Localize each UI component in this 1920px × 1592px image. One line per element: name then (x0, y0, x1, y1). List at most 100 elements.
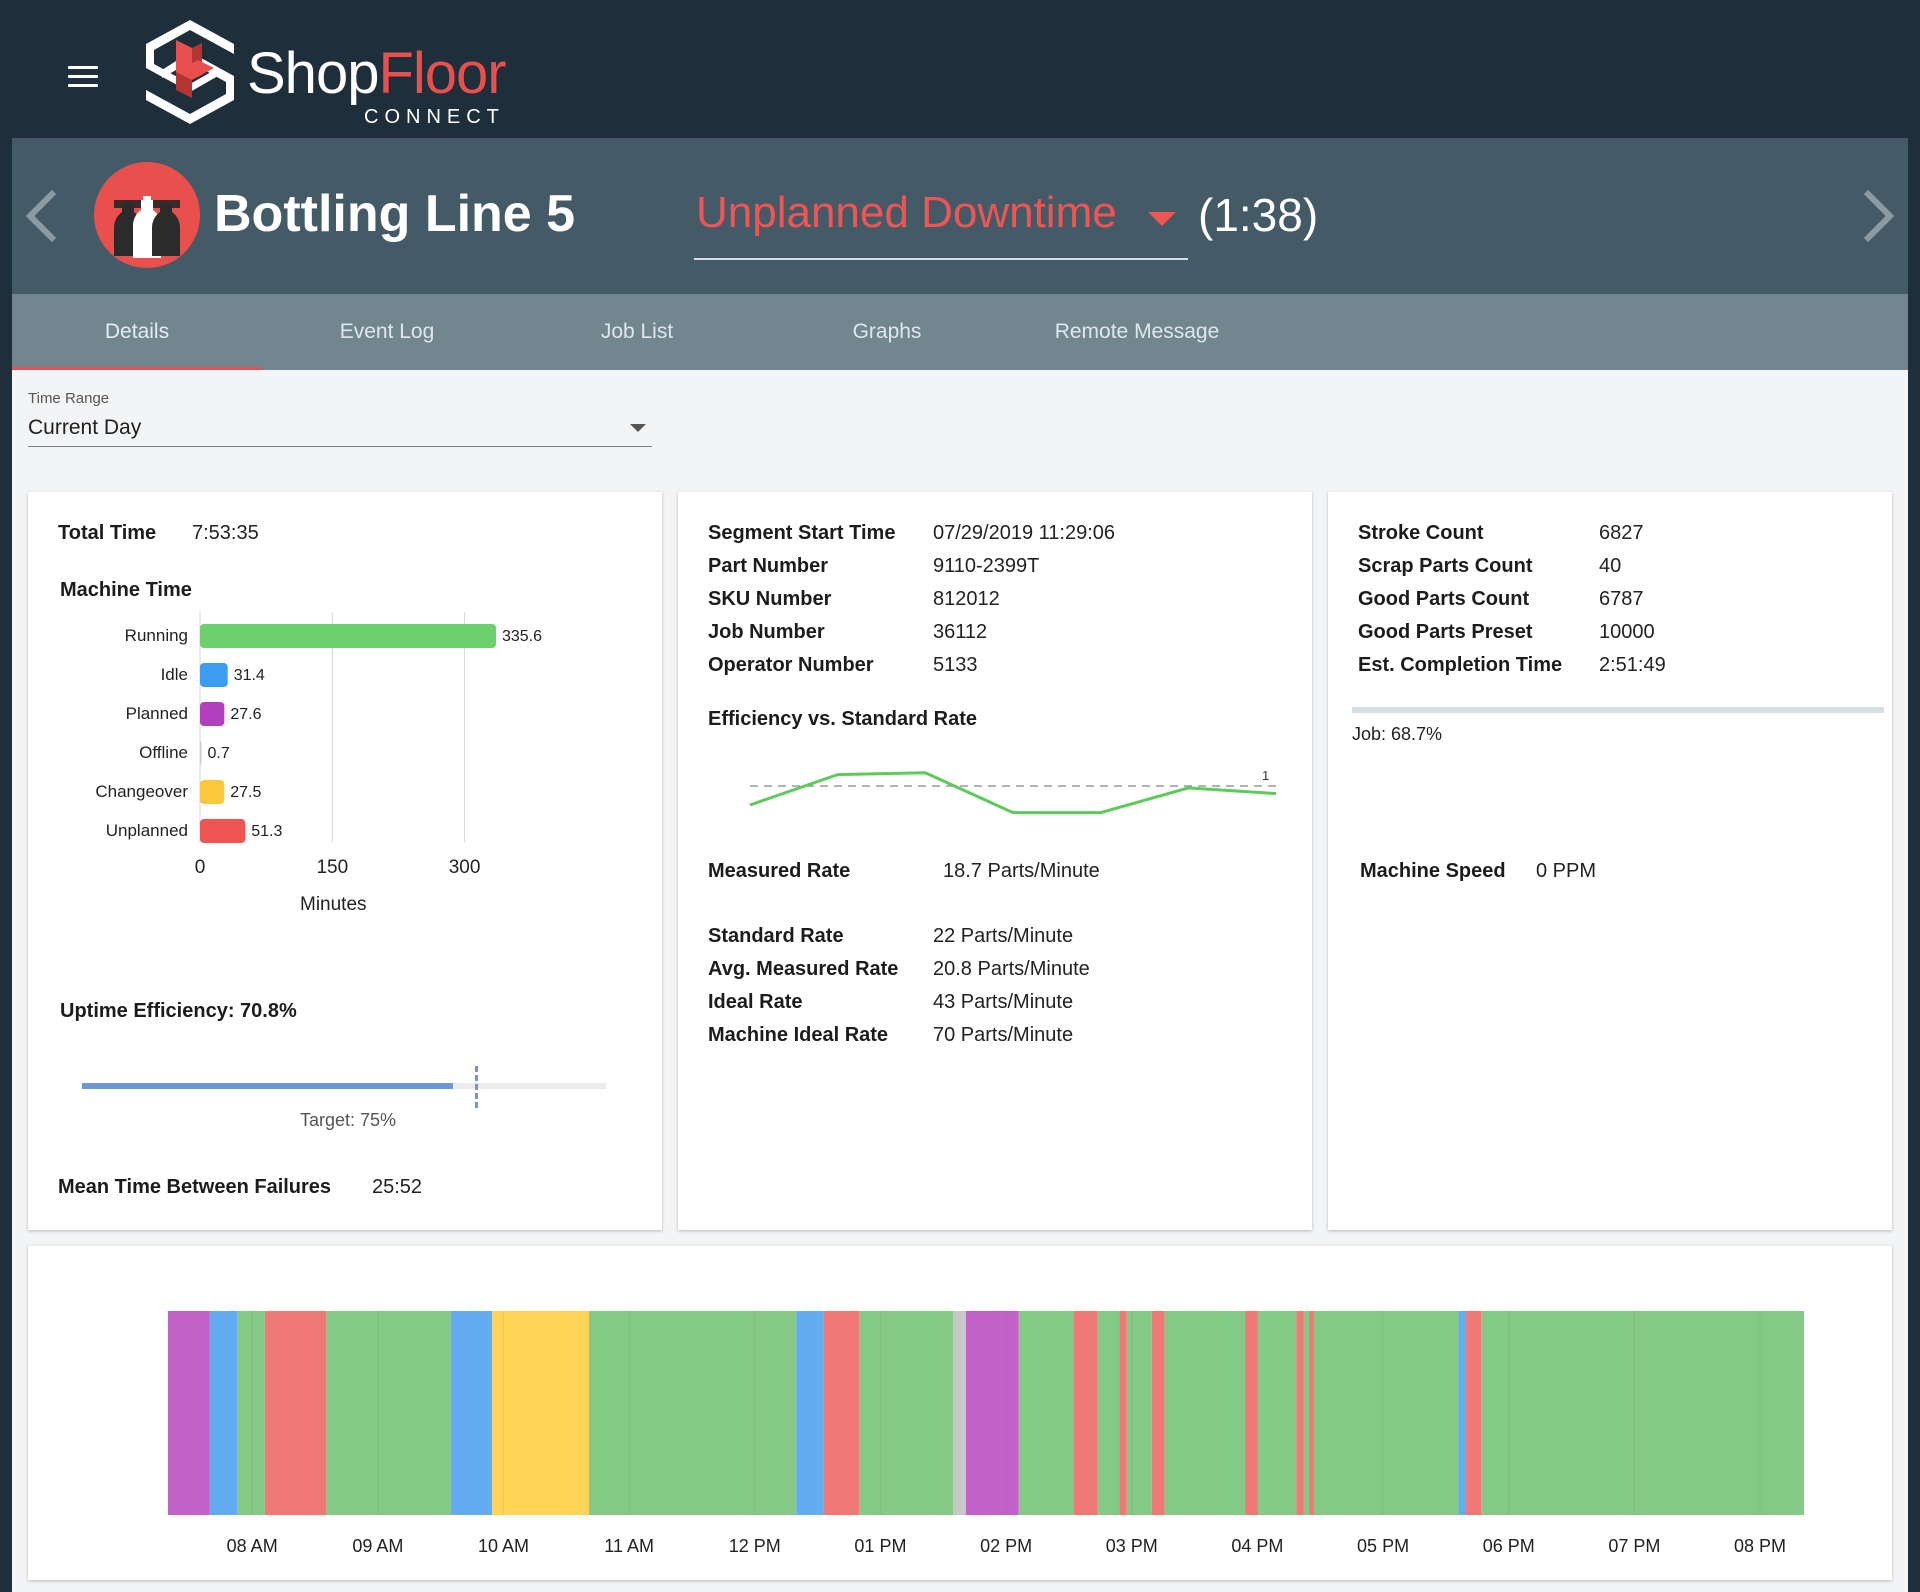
count-value: 6787 (1599, 588, 1644, 610)
timeline-hour-label: 02 PM (980, 1536, 1032, 1556)
machine-status-dropdown[interactable]: Unplanned Downtime (694, 182, 1188, 260)
timeline-segment-planned[interactable] (965, 1311, 1019, 1515)
timeline-segment-running[interactable] (588, 1311, 797, 1515)
timeline-hour-label: 04 PM (1231, 1536, 1283, 1556)
rate-value: 20.8 Parts/Minute (933, 958, 1090, 980)
bar[interactable] (200, 741, 202, 765)
category-label: Offline (139, 743, 188, 762)
top-app-bar: ShopFloor CONNECT (0, 0, 1920, 138)
timeline-segment-unplanned[interactable] (1119, 1311, 1127, 1515)
bar-value-label: 51.3 (251, 823, 283, 840)
detail-label: Job Number (708, 621, 825, 643)
timeline-segment-idle[interactable] (1458, 1311, 1466, 1515)
uptime-target-label: Target: 75% (300, 1110, 397, 1130)
timeline-hour-label: 10 AM (478, 1536, 529, 1556)
machine-speed-label: Machine Speed (1360, 860, 1506, 882)
bar-value-label: 27.6 (230, 706, 262, 723)
rate-value: 22 Parts/Minute (933, 925, 1074, 947)
timeline-segment-idle[interactable] (209, 1311, 238, 1515)
tab-details[interactable]: Details (12, 294, 262, 370)
timeline-segment-running[interactable] (859, 1311, 954, 1515)
bottles-icon (94, 162, 200, 268)
tab-event-log[interactable]: Event Log (339, 320, 435, 343)
category-label: Idle (160, 665, 188, 684)
machine-time-title: Machine Time (60, 579, 192, 601)
bar[interactable] (200, 780, 225, 804)
total-time-value: 7:53:35 (192, 522, 259, 544)
detail-label: SKU Number (708, 588, 832, 610)
uptime-progress-fill (82, 1083, 453, 1089)
count-label: Est. Completion Time (1358, 654, 1563, 676)
bar-value-label: 31.4 (233, 667, 265, 684)
timeline-segment-running[interactable] (237, 1311, 265, 1515)
timeline-segment-idle[interactable] (450, 1311, 493, 1515)
tab-bar: Details Event Log Job List Graphs Remote… (12, 294, 1908, 370)
timeline-segment-unplanned[interactable] (1308, 1311, 1314, 1515)
timeline-segment-unplanned[interactable] (1465, 1311, 1482, 1515)
measured-rate-value: 18.7 Parts/Minute (943, 860, 1100, 882)
timeline-segment-running[interactable] (1303, 1311, 1309, 1515)
machine-time-chart (199, 612, 496, 843)
time-range-select[interactable]: Time Range Current Day (28, 386, 652, 447)
timeline-segment-offline[interactable] (953, 1311, 966, 1515)
logo-subtitle: CONNECT (364, 106, 505, 128)
bar[interactable] (200, 819, 246, 843)
time-range-value: Current Day (28, 416, 142, 439)
detail-value: 9110-2399T (933, 555, 1040, 577)
machine-name: Bottling Line 5 (214, 185, 576, 243)
mtbf-value: 25:52 (372, 1176, 423, 1198)
timeline-hour-label: 08 PM (1734, 1536, 1786, 1556)
previous-machine-chevron-left-icon[interactable] (24, 188, 60, 244)
x-axis-tick: 150 (316, 857, 349, 878)
timeline-segment-running[interactable] (1018, 1311, 1074, 1515)
bar[interactable] (200, 663, 228, 687)
category-label: Planned (125, 704, 188, 723)
timeline-segment-unplanned[interactable] (1244, 1311, 1258, 1515)
machine-status-label: Unplanned Downtime (696, 188, 1117, 237)
count-value: 6827 (1599, 522, 1644, 544)
dropdown-caret-icon (1148, 212, 1176, 226)
logo-text: ShopFloor (247, 41, 507, 106)
hamburger-icon[interactable] (68, 66, 98, 90)
category-label: Changeover (95, 782, 188, 801)
parts-count-card: Stroke Count 6827 Scrap Parts Count 40 Good … (1328, 492, 1892, 1230)
timeline-segment-running[interactable] (1164, 1311, 1245, 1515)
bar-value-label: 0.7 (207, 745, 230, 762)
timeline-segment-unplanned[interactable] (823, 1311, 860, 1515)
timeline-segment-running[interactable] (1126, 1311, 1152, 1515)
rate-label: Ideal Rate (708, 991, 803, 1013)
timeline-segment-unplanned[interactable] (1296, 1311, 1304, 1515)
timeline-segment-running[interactable] (326, 1311, 451, 1515)
x-axis-label: Minutes (300, 894, 367, 915)
timeline-segment-unplanned[interactable] (1073, 1311, 1098, 1515)
timeline-hour-label: 09 AM (352, 1536, 403, 1556)
tab-remote-message[interactable]: Remote Message (1054, 320, 1220, 343)
uptime-efficiency-label: Uptime Efficiency: 70.8% (60, 1000, 297, 1022)
tab-job-list[interactable]: Job List (600, 320, 674, 343)
efficiency-sparkline: 1 (749, 768, 1277, 815)
timeline-segment-unplanned[interactable] (264, 1311, 327, 1515)
timeline-segment-unplanned[interactable] (1151, 1311, 1165, 1515)
timeline-segment-running[interactable] (1481, 1311, 1804, 1515)
timeline-segment-idle[interactable] (796, 1311, 824, 1515)
rate-value: 70 Parts/Minute (933, 1024, 1074, 1046)
bar[interactable] (200, 702, 225, 726)
count-label: Good Parts Preset (1358, 621, 1533, 643)
detail-label: Part Number (708, 555, 829, 577)
timeline-segment-running[interactable] (1257, 1311, 1297, 1515)
efficiency-line (749, 771, 1277, 815)
timeline-segment-changeover[interactable] (492, 1311, 589, 1515)
count-value: 10000 (1599, 621, 1655, 643)
count-label: Good Parts Count (1358, 588, 1530, 610)
mtbf-label: Mean Time Between Failures (58, 1176, 332, 1198)
timeline-segment-running[interactable] (1097, 1311, 1120, 1515)
category-label: Running (124, 626, 188, 645)
tab-graphs[interactable]: Graphs (852, 320, 922, 343)
timeline-segment-planned[interactable] (168, 1311, 210, 1515)
timeline-segment-running[interactable] (1313, 1311, 1459, 1515)
next-machine-chevron-right-icon[interactable] (1860, 188, 1896, 244)
bar[interactable] (200, 624, 496, 648)
x-axis-tick: 300 (448, 857, 481, 878)
job-progress-label: Job: 68.7% (1352, 724, 1443, 744)
detail-value: 07/29/2019 11:29:06 (933, 522, 1116, 544)
